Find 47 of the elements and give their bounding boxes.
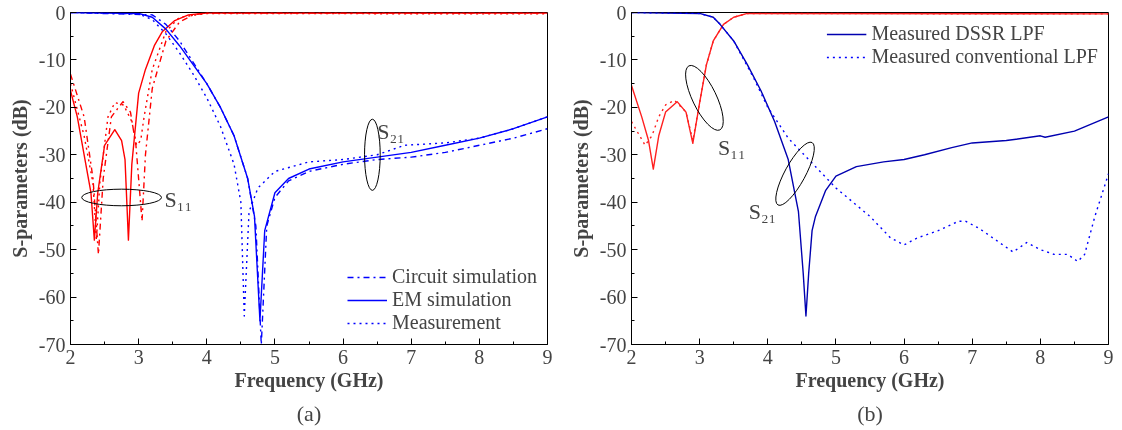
- legend-label: Measurement: [392, 311, 501, 334]
- y-tick-label: -40: [599, 191, 627, 214]
- y-tick-label: -60: [38, 286, 66, 309]
- x-tick-label: 9: [542, 345, 553, 368]
- x-tick-label: 2: [65, 345, 76, 368]
- legend-label: Measured conventional LPF: [871, 45, 1098, 68]
- x-tick-label: 7: [406, 345, 417, 368]
- legend-label: Measured DSSR LPF: [871, 22, 1045, 45]
- text: (a): [296, 400, 322, 426]
- x-tick-label: 2: [626, 345, 637, 368]
- x-tick-label: 4: [201, 345, 212, 368]
- x-tick-label: 9: [1103, 345, 1114, 368]
- y-tick-label: -10: [38, 48, 66, 71]
- y-tick-label: -50: [599, 238, 627, 261]
- x-tick-label: 7: [967, 345, 978, 368]
- legend-label: Circuit simulation: [392, 265, 537, 288]
- y-axis-title: S-parameters (dB): [569, 99, 593, 258]
- y-tick-label: 0: [55, 1, 66, 24]
- y-axis-title: S-parameters (dB): [8, 99, 32, 258]
- y-tick-label: -30: [38, 143, 66, 166]
- y-tick-label: -70: [599, 333, 627, 356]
- x-tick-label: 8: [474, 345, 485, 368]
- x-tick-label: 5: [269, 345, 280, 368]
- y-tick-label: -30: [599, 143, 627, 166]
- y-tick-label: -50: [38, 238, 66, 261]
- legend-label: EM simulation: [392, 288, 512, 311]
- x-tick-label: 3: [133, 345, 144, 368]
- annotation: S₂₁: [377, 118, 405, 144]
- y-tick-label: 0: [616, 1, 627, 24]
- y-tick-label: -10: [599, 48, 627, 71]
- text: (b): [857, 400, 883, 426]
- y-tick-label: -70: [38, 333, 66, 356]
- annotation: S₁₁: [718, 135, 746, 161]
- x-tick-label: 3: [694, 345, 705, 368]
- y-tick-label: -20: [599, 96, 627, 119]
- x-tick-label: 6: [338, 345, 349, 368]
- x-tick-label: 5: [830, 345, 841, 368]
- y-tick-label: -60: [599, 286, 627, 309]
- x-tick-label: 4: [762, 345, 773, 368]
- x-tick-label: 8: [1035, 345, 1046, 368]
- annotation: S₂₁: [748, 199, 777, 225]
- y-tick-label: -40: [38, 191, 66, 214]
- x-axis-title: Frequency (GHz): [795, 368, 945, 392]
- annotation: S₁₁: [164, 187, 193, 213]
- x-axis-title: Frequency (GHz): [234, 368, 384, 392]
- x-tick-label: 6: [899, 345, 910, 368]
- y-tick-label: -20: [38, 96, 66, 119]
